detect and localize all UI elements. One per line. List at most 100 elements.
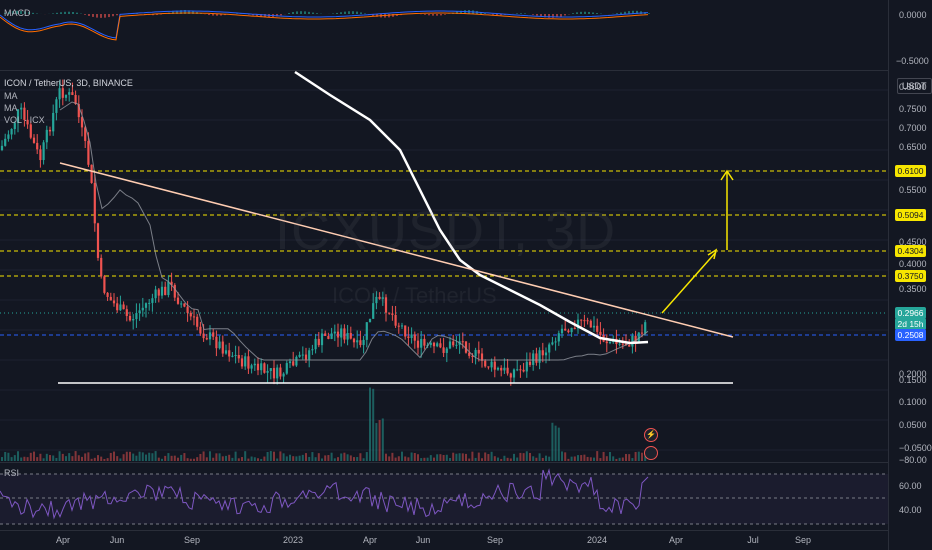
volume-bar [157,457,160,461]
candle-body [340,328,343,338]
candle-body [381,297,384,299]
macd-pane-separator[interactable] [0,70,932,71]
candle-body [103,276,106,293]
volume-bar [109,452,112,461]
volume-bar [77,455,80,461]
candle-body [583,320,586,322]
time-tick: Jun [415,535,431,545]
candle-body [468,352,471,356]
candle-body [269,368,272,371]
candle-body [52,112,55,132]
candle-body [343,328,346,340]
volume-bar [583,454,586,461]
volume-bar [337,457,339,461]
candle-body [320,333,324,346]
candle-body [199,326,202,334]
macd-histogram-bar [60,12,62,14]
volume-bar [349,455,352,461]
candle-body [247,356,250,369]
volume-bar [628,454,631,461]
volume-bar [93,457,96,461]
projection-arrow-head [707,248,718,260]
volume-bar [637,451,640,461]
candle-body [624,343,628,346]
volume-bar [484,452,487,461]
symbol-legend[interactable]: ICON / TetherUS, 3D, BINANCE [4,78,133,88]
macd-histogram-bar [192,11,194,14]
volume-bar [605,456,608,461]
volume-bar [1,457,3,461]
candle-body [346,332,349,340]
candle-body [378,296,381,299]
currency-button[interactable]: USDT [897,78,932,94]
candle-body [484,360,487,367]
macd-histogram-bar [560,14,562,17]
legend-ma-2[interactable]: MA [4,103,18,113]
volume-bar [122,454,125,461]
volume-bar [308,456,311,461]
candle-body [231,355,234,357]
price-tick: 0.3500 [899,284,927,294]
volume-bar [548,456,551,461]
rsi-tick: 60.00 [899,481,922,491]
candle-body [634,335,637,343]
volume-bar [474,457,477,461]
earnings-event-icon[interactable]: ⚡ [644,428,658,442]
candle-body [263,363,266,373]
candle-body [512,369,516,378]
time-tick: Sep [794,535,812,545]
volume-bar [106,458,109,461]
macd-histogram-bar [176,10,178,14]
volume-bar [301,454,304,461]
price-tick: 0.7000 [899,123,927,133]
volume-bar [567,458,570,461]
candle-body [205,338,208,340]
candle-body [295,356,298,366]
candle-body [58,88,61,100]
candle-body [490,361,493,368]
volume-bar [311,452,314,461]
volume-bar [586,456,589,461]
rsi-title[interactable]: RSI [4,468,20,478]
candle-body [164,286,167,296]
legend-volume[interactable]: VOL · ICX [4,115,45,125]
candle-body [375,296,378,304]
macd-histogram-bar [364,13,366,14]
volume-bar [148,452,151,461]
macd-histogram-bar [620,12,622,14]
macd-histogram-bar [516,13,518,14]
volume-bar [314,457,317,461]
volume-bar [250,456,253,461]
volume-bar [372,388,375,461]
candle-body [532,353,535,365]
volume-bar [212,457,215,461]
macd-title[interactable]: MACD [4,8,31,18]
volume-bar [356,457,359,461]
volume-bar [426,457,429,461]
candle-body [68,92,71,95]
macd-histogram-bar [104,14,106,18]
legend-ma-1[interactable]: MA [4,91,18,101]
candle-body [618,343,621,345]
candle-body [196,316,199,327]
candle-body [154,289,157,299]
candle-body [327,335,330,339]
candle-body [292,361,295,366]
volume-bar [74,451,77,461]
candle-body [93,182,96,224]
volume-bar [557,427,560,461]
volume-bar [4,451,7,461]
volume-bar [241,457,243,461]
candle-body [298,354,301,357]
macd-histogram-bar [544,14,546,18]
candle-body [567,330,570,333]
candle-body [29,124,32,138]
macd-histogram-bar [536,14,538,16]
chart-canvas[interactable] [0,0,888,550]
macd-line [0,10,649,39]
macd-histogram-bar [352,11,354,14]
dividend-event-icon[interactable] [644,446,658,460]
candle-body [128,315,132,321]
rsi-pane-separator[interactable] [0,462,932,463]
candle-body [109,296,112,301]
